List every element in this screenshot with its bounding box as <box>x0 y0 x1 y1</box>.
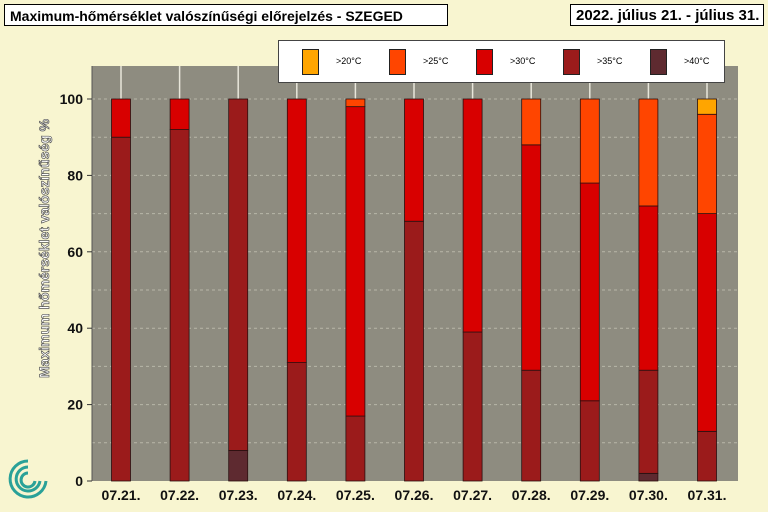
legend-swatch <box>650 49 667 75</box>
y-tick-label: 20 <box>67 397 83 413</box>
bar-segment <box>579 98 600 184</box>
bar-segment <box>579 182 600 402</box>
bar-segment <box>638 98 659 207</box>
y-tick-label: 60 <box>67 244 83 260</box>
bar-segment <box>638 369 659 474</box>
bar-segment <box>345 98 366 108</box>
x-tick-label: 07.22. <box>160 487 199 503</box>
bar-segment <box>638 472 659 482</box>
y-axis-label: Maximum hőmérséklet valószínűség % <box>36 118 53 379</box>
legend-label: >40°C <box>684 56 710 66</box>
bar-segment <box>345 106 366 417</box>
bar-segment <box>638 205 659 371</box>
legend: >20°C >25°C >30°C >35°C >40°C <box>278 40 725 83</box>
legend-swatch <box>476 49 493 75</box>
bar-segment <box>286 362 307 482</box>
bar-segment <box>697 98 717 115</box>
bar-segment <box>697 113 717 214</box>
x-tick-label: 07.31. <box>688 487 727 503</box>
legend-label: >20°C <box>336 56 362 66</box>
date-range: 2022. július 21. - július 31. <box>570 4 764 26</box>
bar-segment <box>462 98 483 333</box>
y-tick-label: 80 <box>67 167 83 183</box>
x-tick-label: 07.23. <box>219 487 258 503</box>
x-tick-label: 07.29. <box>570 487 609 503</box>
x-tick-label: 07.25. <box>336 487 375 503</box>
legend-swatch <box>563 49 580 75</box>
bar-segment <box>521 144 542 371</box>
bar-segment <box>579 400 600 482</box>
x-tick-label: 07.21. <box>102 487 141 503</box>
y-tick-label: 0 <box>75 473 83 489</box>
bar-segment <box>404 98 424 222</box>
bar-segment <box>521 98 542 146</box>
bar-segment <box>169 129 190 482</box>
y-tick-label: 40 <box>67 320 83 336</box>
x-tick-label: 07.30. <box>629 487 668 503</box>
bar-segment <box>286 98 307 363</box>
logo-icon <box>8 459 48 499</box>
bar-segment <box>111 98 131 138</box>
bar-segment <box>697 430 717 482</box>
legend-label: >35°C <box>597 56 623 66</box>
legend-label: >25°C <box>423 56 449 66</box>
legend-swatch <box>389 49 406 75</box>
legend-label: >30°C <box>510 56 536 66</box>
x-tick-label: 07.26. <box>395 487 434 503</box>
y-tick-label: 100 <box>60 91 84 107</box>
bar-segment <box>345 415 366 482</box>
bar-segment <box>697 213 717 432</box>
x-tick-label: 07.24. <box>277 487 316 503</box>
bar-segment <box>228 98 249 451</box>
legend-swatch <box>302 49 319 75</box>
x-tick-label: 07.27. <box>453 487 492 503</box>
bar-segment <box>169 98 190 130</box>
bar-segment <box>521 369 542 482</box>
bar-segment <box>228 450 249 482</box>
bar-segment <box>404 220 424 482</box>
x-tick-label: 07.28. <box>512 487 551 503</box>
chart-title: Maximum-hőmérséklet valószínűségi előrej… <box>4 4 448 26</box>
bar-segment <box>111 136 131 482</box>
bar-segment <box>462 331 483 482</box>
